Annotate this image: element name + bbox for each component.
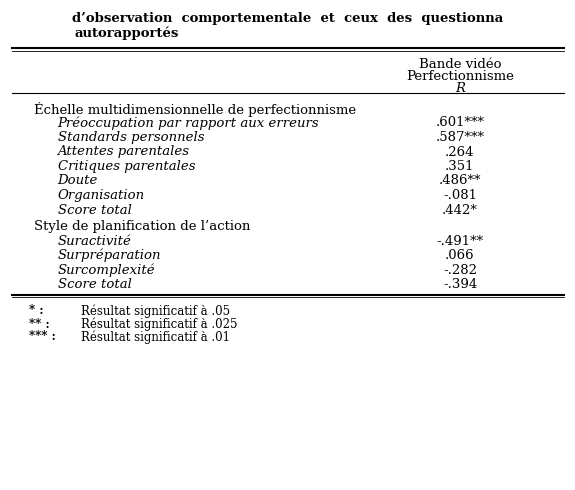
Text: Résultat significatif à .05: Résultat significatif à .05 [81, 304, 229, 318]
Text: .066: .066 [445, 249, 475, 262]
Text: Échelle multidimensionnelle de perfectionnisme: Échelle multidimensionnelle de perfectio… [34, 102, 357, 117]
Text: .587***: .587*** [435, 131, 485, 144]
Text: autorapportés: autorapportés [75, 26, 179, 40]
Text: Résultat significatif à .01: Résultat significatif à .01 [81, 330, 229, 344]
Text: Bande vidéo: Bande vidéo [419, 58, 501, 71]
Text: R: R [455, 82, 465, 95]
Text: Organisation: Organisation [58, 189, 145, 202]
Text: -.081: -.081 [443, 189, 477, 202]
Text: Score total: Score total [58, 203, 131, 217]
Text: Résultat significatif à .025: Résultat significatif à .025 [81, 318, 237, 331]
Text: *** :: *** : [29, 330, 56, 343]
Text: * :: * : [29, 304, 43, 318]
Text: Standards personnels: Standards personnels [58, 131, 204, 144]
Text: -.491**: -.491** [436, 235, 484, 247]
Text: Attentes parentales: Attentes parentales [58, 146, 190, 158]
Text: Doute: Doute [58, 174, 98, 188]
Text: d’observation  comportementale  et  ceux  des  questionna: d’observation comportementale et ceux de… [72, 12, 503, 25]
Text: Critiques parentales: Critiques parentales [58, 160, 195, 173]
Text: .601***: .601*** [435, 117, 485, 129]
Text: Surcomplexité: Surcomplexité [58, 264, 155, 277]
Text: .442*: .442* [442, 203, 478, 217]
Text: ** :: ** : [29, 318, 49, 330]
Text: Préoccupation par rapport aux erreurs: Préoccupation par rapport aux erreurs [58, 117, 319, 130]
Text: .351: .351 [445, 160, 475, 173]
Text: Perfectionnisme: Perfectionnisme [406, 70, 514, 83]
Text: Score total: Score total [58, 278, 131, 291]
Text: -.394: -.394 [443, 278, 477, 291]
Text: Surpréparation: Surpréparation [58, 249, 161, 263]
Text: Style de planification de l’action: Style de planification de l’action [34, 220, 251, 233]
Text: Suractivité: Suractivité [58, 235, 131, 247]
Text: .264: .264 [445, 146, 475, 158]
Text: -.282: -.282 [443, 264, 477, 276]
Text: .486**: .486** [439, 174, 481, 188]
